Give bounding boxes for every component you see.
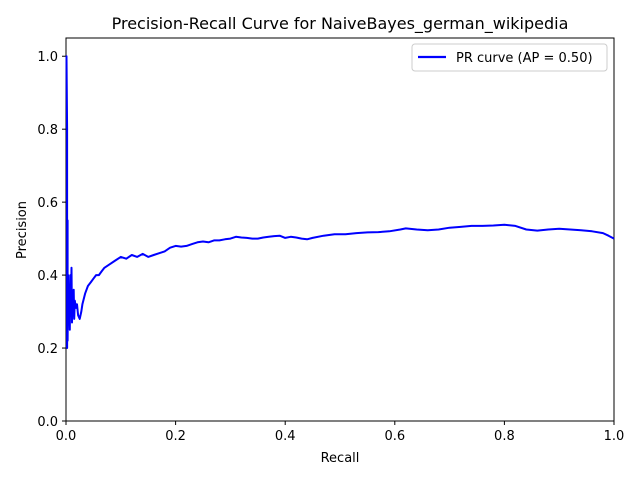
y-tick-label: 0.6 <box>37 196 58 211</box>
x-tick-label: 0.8 <box>494 429 515 444</box>
x-axis-ticks: 0.0 0.2 0.4 0.6 0.8 1.0 <box>56 421 625 444</box>
legend-box <box>411 43 608 72</box>
x-tick-label: 1.0 <box>604 429 625 444</box>
x-tick-label: 0.4 <box>275 429 296 444</box>
x-tick-label: 0.2 <box>165 429 186 444</box>
plot-frame <box>65 37 615 422</box>
x-tick-label: 0.0 <box>56 429 77 444</box>
plot-area: 0.0 0.2 0.4 0.6 0.8 1.0 0.0 0.2 0.4 0.6 0.8 1.0 <box>37 37 625 444</box>
series-line-0 <box>65 55 615 349</box>
chart-title: Precision-Recall Curve for NaiveBayes_ge… <box>112 14 569 34</box>
y-axis-label: Precision <box>15 201 30 259</box>
x-tick-label: 0.6 <box>384 429 405 444</box>
y-tick-label: 0.0 <box>37 415 58 430</box>
x-axis-label: Recall <box>321 451 360 466</box>
y-tick-label: 0.2 <box>37 342 58 357</box>
series-layer <box>65 55 615 349</box>
y-tick-label: 1.0 <box>37 50 58 65</box>
legend-label: PR curve (AP = 0.50) <box>456 51 593 66</box>
y-tick-label: 0.4 <box>37 269 58 284</box>
y-tick-label: 0.8 <box>37 123 58 138</box>
legend: PR curve (AP = 0.50) <box>411 43 608 72</box>
y-axis-ticks: 0.0 0.2 0.4 0.6 0.8 1.0 <box>37 50 66 430</box>
